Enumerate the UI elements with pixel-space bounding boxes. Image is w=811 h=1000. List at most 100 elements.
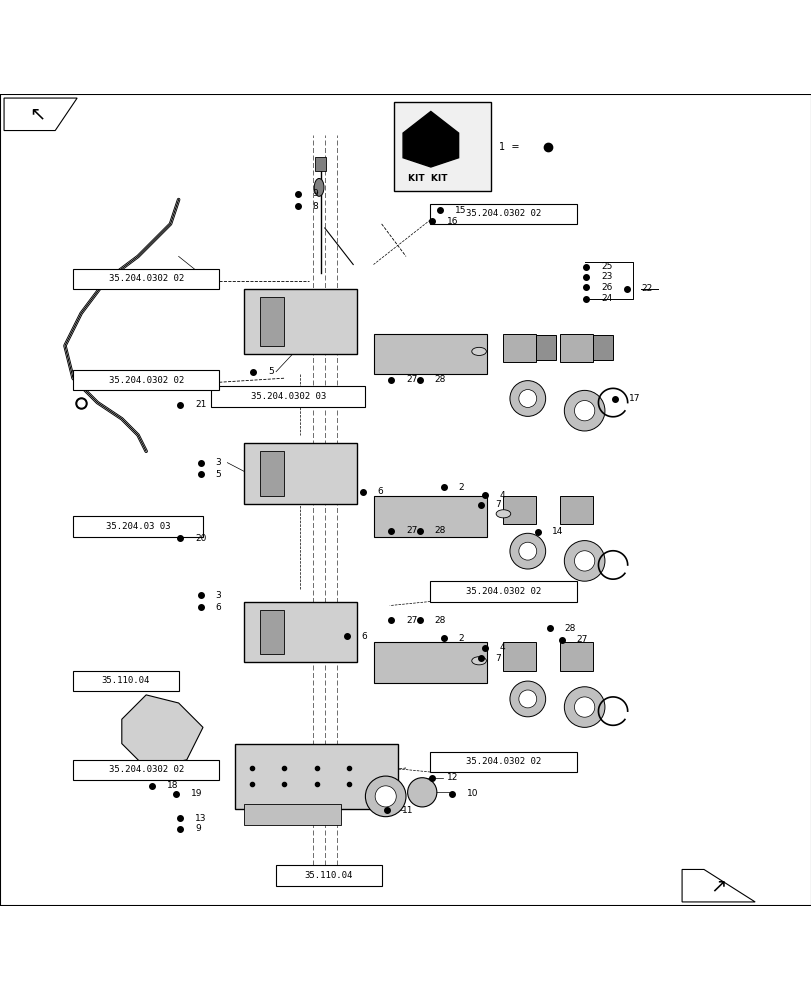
Bar (373, 334, 487, 374)
Text: 7: 7 (495, 500, 500, 509)
Circle shape (564, 390, 604, 431)
Circle shape (509, 381, 545, 416)
Text: 24: 24 (600, 294, 611, 303)
Circle shape (518, 542, 536, 560)
Bar (430, 752, 576, 772)
Text: 28: 28 (434, 375, 445, 384)
Text: 35.110.04: 35.110.04 (304, 871, 353, 880)
Circle shape (509, 681, 545, 717)
Text: 26: 26 (600, 283, 611, 292)
Text: 3: 3 (215, 458, 221, 467)
Circle shape (518, 690, 536, 708)
Text: 5: 5 (215, 470, 221, 479)
Bar (503, 334, 535, 362)
Text: 27: 27 (406, 375, 417, 384)
Text: 27: 27 (406, 526, 417, 535)
Ellipse shape (471, 347, 486, 355)
Bar (430, 204, 576, 224)
Ellipse shape (314, 178, 324, 196)
Polygon shape (402, 111, 458, 167)
Bar (73, 269, 219, 289)
Circle shape (518, 390, 536, 407)
Bar (560, 496, 592, 524)
Text: 23: 23 (600, 272, 611, 281)
Bar (373, 496, 487, 537)
Bar (211, 386, 365, 407)
Text: 17: 17 (629, 394, 640, 403)
Text: 2: 2 (458, 634, 464, 643)
Text: 3: 3 (215, 591, 221, 600)
Text: ↗: ↗ (710, 876, 726, 895)
Circle shape (573, 697, 594, 717)
Bar (73, 370, 219, 390)
Text: 13: 13 (195, 814, 206, 823)
Bar (560, 642, 592, 671)
Text: 11: 11 (401, 806, 413, 815)
Text: 4: 4 (499, 643, 504, 652)
Polygon shape (122, 695, 203, 768)
Text: 35.204.0302 02: 35.204.0302 02 (109, 765, 183, 774)
Bar (260, 297, 284, 346)
Bar (393, 102, 491, 191)
Circle shape (573, 401, 594, 421)
Bar (73, 671, 178, 691)
Bar (243, 804, 341, 825)
Text: 8: 8 (312, 202, 318, 211)
Bar (373, 642, 487, 683)
Bar (243, 601, 357, 662)
Bar (73, 516, 203, 537)
Bar (235, 744, 397, 809)
Circle shape (573, 551, 594, 571)
Bar (73, 760, 219, 780)
Text: 7: 7 (495, 654, 500, 663)
Text: 25: 25 (600, 262, 611, 271)
Bar (430, 581, 576, 601)
Text: 4: 4 (499, 491, 504, 500)
Text: 28: 28 (434, 526, 445, 535)
Bar (503, 496, 535, 524)
Bar (243, 443, 357, 504)
Text: 20: 20 (195, 534, 206, 543)
Text: 18: 18 (166, 781, 178, 790)
Text: 28: 28 (434, 616, 445, 625)
Bar (260, 610, 284, 654)
Ellipse shape (496, 510, 510, 518)
Polygon shape (4, 98, 77, 131)
Text: 16: 16 (446, 217, 457, 226)
Circle shape (564, 687, 604, 727)
Text: 27: 27 (406, 616, 417, 625)
Text: 35.204.0302 02: 35.204.0302 02 (466, 209, 540, 218)
Text: 19: 19 (191, 789, 202, 798)
Circle shape (564, 541, 604, 581)
Text: 21: 21 (195, 400, 206, 409)
Bar (592, 335, 612, 360)
Text: 35.204.03 03: 35.204.03 03 (105, 522, 170, 531)
Circle shape (407, 778, 436, 807)
Text: 35.204.0302 02: 35.204.0302 02 (466, 587, 540, 596)
Bar (260, 451, 284, 496)
Text: KIT  KIT: KIT KIT (408, 174, 447, 183)
Text: 28: 28 (564, 624, 575, 633)
Text: 6: 6 (361, 632, 367, 641)
Bar (276, 865, 381, 886)
Polygon shape (681, 869, 754, 902)
Text: 14: 14 (551, 527, 563, 536)
Text: 12: 12 (446, 773, 457, 782)
Bar (535, 335, 556, 360)
Text: 1  =: 1 = (499, 142, 519, 152)
Text: 6: 6 (377, 487, 383, 496)
Circle shape (365, 776, 406, 817)
Bar (503, 642, 535, 671)
Text: 2: 2 (458, 483, 464, 492)
Ellipse shape (471, 657, 486, 665)
Circle shape (509, 533, 545, 569)
Text: 6: 6 (215, 603, 221, 612)
Bar (243, 289, 357, 354)
Text: 35.204.0302 03: 35.204.0302 03 (251, 392, 325, 401)
Text: 10: 10 (466, 789, 478, 798)
Circle shape (375, 786, 396, 807)
Text: 9: 9 (312, 189, 318, 198)
Bar (560, 334, 592, 362)
Text: ↖: ↖ (28, 105, 45, 124)
Text: 9: 9 (195, 824, 200, 833)
